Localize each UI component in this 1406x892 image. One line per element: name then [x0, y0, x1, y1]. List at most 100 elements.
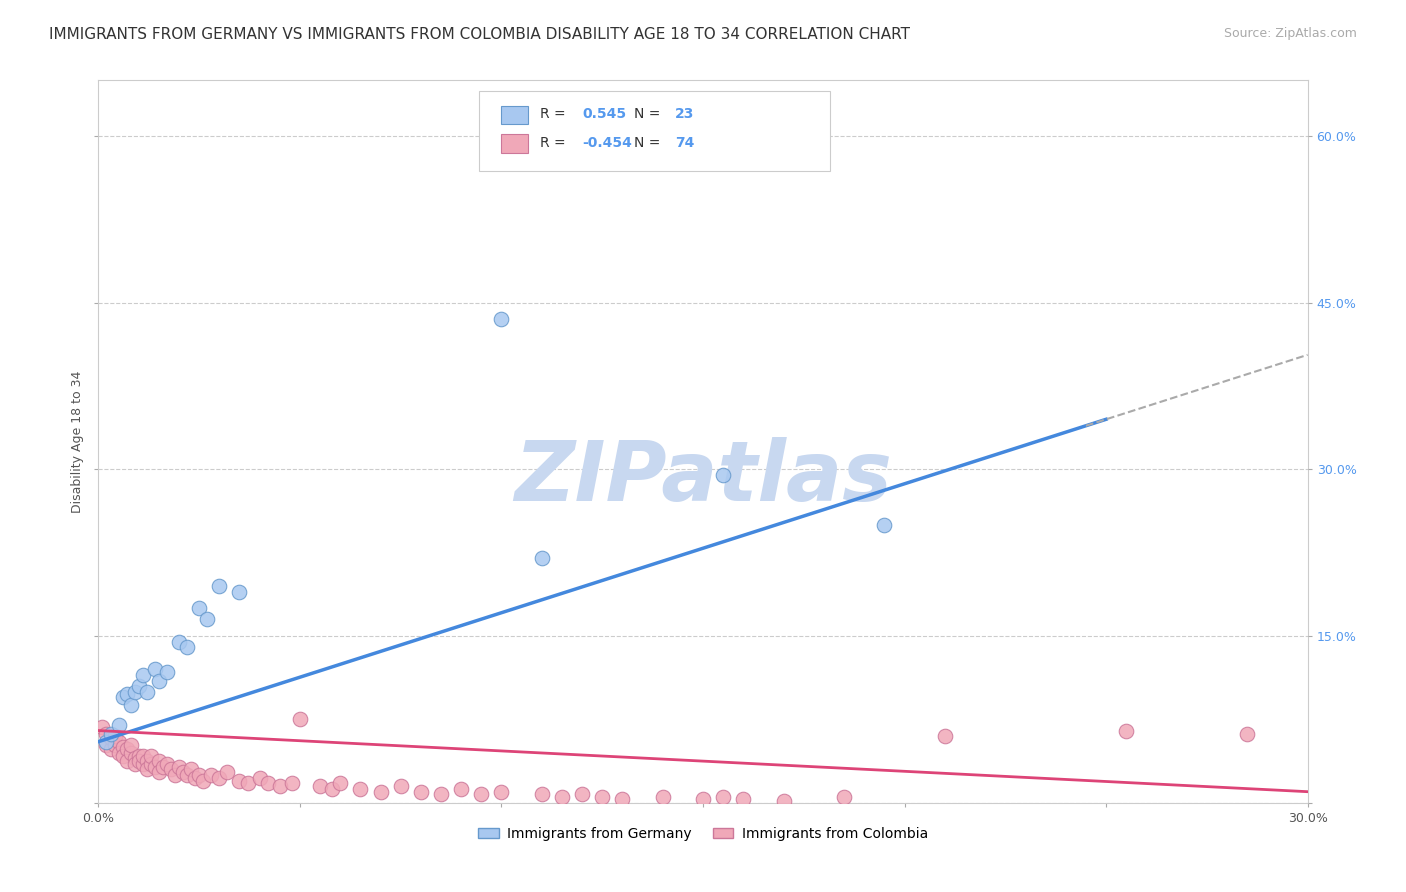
Point	[148, 764, 170, 779]
Point	[96, 727, 118, 741]
Point	[120, 746, 142, 760]
Point	[135, 763, 157, 777]
Point	[200, 768, 222, 782]
Point	[103, 729, 125, 743]
Point	[107, 746, 129, 760]
Point	[530, 551, 553, 566]
Point	[450, 782, 472, 797]
Point	[217, 764, 239, 779]
Point	[100, 727, 122, 741]
Point	[321, 782, 343, 797]
Point	[176, 768, 198, 782]
Point	[111, 740, 134, 755]
Point	[370, 785, 392, 799]
Point	[711, 467, 734, 482]
Point	[208, 772, 231, 786]
Point	[195, 612, 218, 626]
Point	[139, 756, 162, 771]
Point	[124, 751, 146, 765]
Point	[115, 687, 138, 701]
Point	[733, 792, 755, 806]
Text: -0.454: -0.454	[582, 136, 631, 150]
Point	[96, 738, 118, 752]
Text: R =: R =	[540, 107, 569, 121]
Legend: Immigrants from Germany, Immigrants from Colombia: Immigrants from Germany, Immigrants from…	[472, 822, 934, 847]
Point	[651, 790, 673, 805]
Point	[156, 665, 179, 679]
Text: 23: 23	[675, 107, 695, 121]
Point	[288, 713, 311, 727]
Point	[120, 698, 142, 712]
Point	[256, 776, 278, 790]
Point	[249, 772, 271, 786]
Text: 0.545: 0.545	[582, 107, 626, 121]
FancyBboxPatch shape	[479, 91, 830, 170]
Point	[176, 640, 198, 655]
Point	[91, 720, 114, 734]
Point	[184, 772, 207, 786]
Point	[120, 738, 142, 752]
Point	[832, 790, 855, 805]
Point	[934, 729, 956, 743]
Point	[228, 584, 250, 599]
Point	[115, 742, 138, 756]
Point	[269, 779, 291, 793]
Point	[873, 517, 896, 532]
Point	[470, 787, 492, 801]
Point	[692, 792, 714, 806]
Point	[491, 785, 513, 799]
Point	[188, 768, 211, 782]
Point	[160, 763, 183, 777]
Point	[551, 790, 574, 805]
Point	[530, 787, 553, 801]
Text: 74: 74	[675, 136, 695, 150]
Point	[228, 773, 250, 788]
Point	[349, 782, 371, 797]
Point	[329, 776, 352, 790]
Point	[143, 760, 166, 774]
Point	[132, 749, 155, 764]
Point	[103, 738, 125, 752]
Point	[135, 684, 157, 698]
Y-axis label: Disability Age 18 to 34: Disability Age 18 to 34	[70, 370, 84, 513]
Point	[571, 787, 593, 801]
Point	[281, 776, 304, 790]
Point	[167, 760, 190, 774]
Point	[124, 684, 146, 698]
FancyBboxPatch shape	[501, 135, 527, 153]
Point	[156, 756, 179, 771]
FancyBboxPatch shape	[501, 105, 527, 124]
Text: ZIPatlas: ZIPatlas	[515, 437, 891, 518]
Point	[100, 742, 122, 756]
Point	[132, 756, 155, 771]
Point	[163, 768, 186, 782]
Point	[389, 779, 412, 793]
Point	[96, 734, 118, 748]
Point	[107, 734, 129, 748]
Point	[143, 662, 166, 676]
Point	[132, 668, 155, 682]
Point	[128, 754, 150, 768]
Point	[1115, 723, 1137, 738]
Point	[208, 579, 231, 593]
Point	[409, 785, 432, 799]
Point	[107, 718, 129, 732]
Point	[100, 731, 122, 746]
Text: N =: N =	[634, 136, 665, 150]
Text: Source: ZipAtlas.com: Source: ZipAtlas.com	[1223, 27, 1357, 40]
Text: R =: R =	[540, 136, 569, 150]
Point	[139, 749, 162, 764]
Point	[711, 790, 734, 805]
Point	[188, 601, 211, 615]
Point	[128, 679, 150, 693]
Point	[172, 764, 194, 779]
Point	[1236, 727, 1258, 741]
Point	[148, 673, 170, 688]
Point	[430, 787, 453, 801]
Point	[128, 749, 150, 764]
Point	[612, 792, 634, 806]
Point	[111, 749, 134, 764]
Point	[111, 690, 134, 705]
Point	[167, 634, 190, 648]
Point	[309, 779, 332, 793]
